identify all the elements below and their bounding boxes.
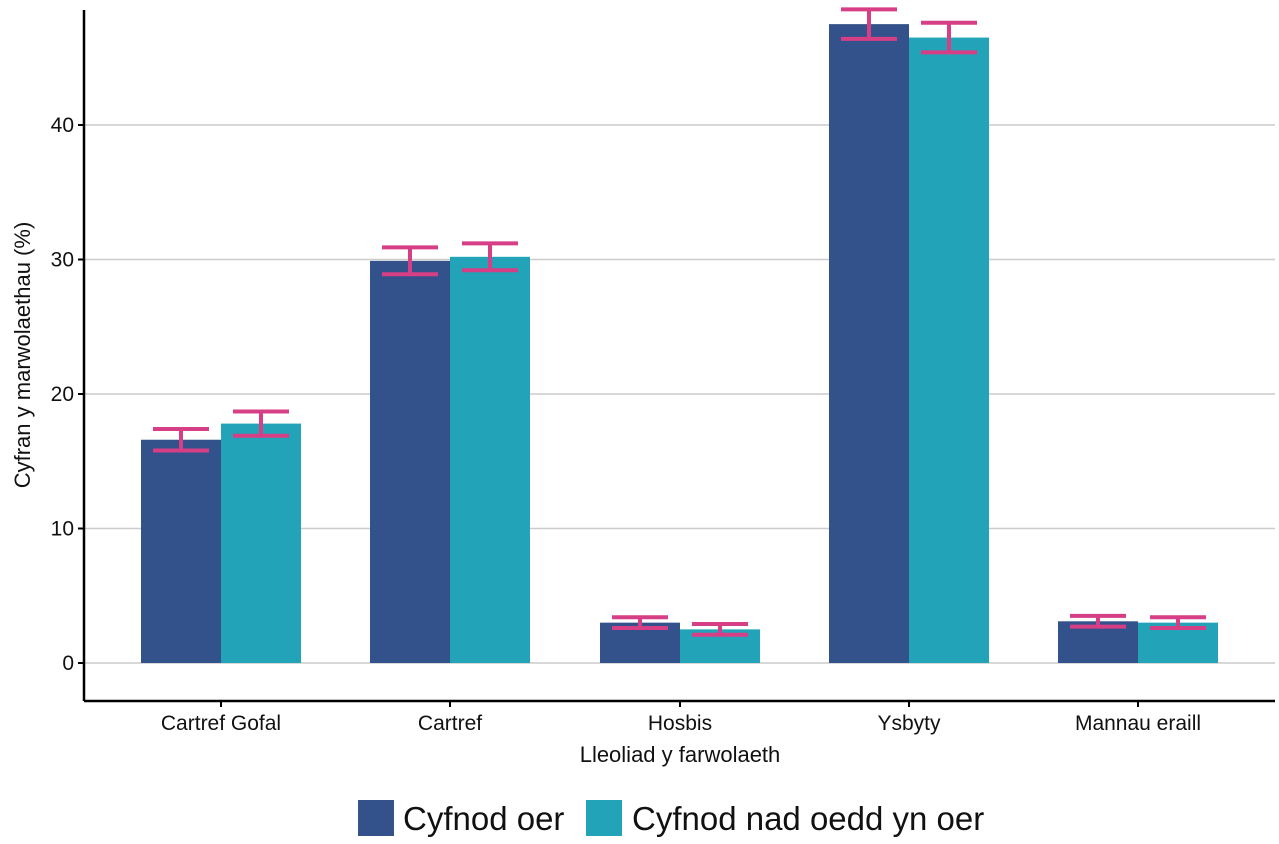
x-tick-label-3: Ysbyty	[877, 712, 941, 735]
bar-1-1	[450, 256, 530, 663]
error-bars	[153, 7, 1206, 637]
error-bar-1-4	[1150, 615, 1206, 631]
y-tick-label-10: 10	[51, 518, 74, 541]
legend-swatch-0	[358, 800, 394, 836]
x-tick-label-2: Hosbis	[648, 712, 712, 735]
error-bar-1-3	[921, 20, 977, 55]
y-tick-label-40: 40	[51, 114, 74, 137]
error-bar-0-1	[382, 245, 438, 277]
bar-1-3	[909, 37, 989, 663]
bar-0-1	[370, 260, 450, 663]
bar-1-0	[221, 423, 301, 663]
x-tick-label-4: Mannau eraill	[1075, 712, 1201, 735]
x-tick-label-1: Cartref	[418, 712, 482, 735]
y-tick-label-20: 20	[51, 383, 74, 406]
error-bar-0-2	[612, 615, 668, 631]
legend: Cyfnod oer Cyfnod nad oedd yn oer	[358, 800, 984, 837]
error-bar-1-1	[462, 241, 518, 273]
legend-label-1: Cyfnod nad oedd yn oer	[632, 800, 984, 837]
y-axis-title: Cyfran y marwolaethau (%)	[10, 222, 35, 489]
y-tick-label-0: 0	[62, 652, 74, 675]
error-bar-1-0	[233, 409, 289, 438]
error-bar-1-2	[692, 621, 748, 637]
error-bar-0-4	[1070, 613, 1126, 629]
bar-0-0	[141, 439, 221, 663]
bar-0-3	[829, 24, 909, 663]
x-axis-title: Lleoliad y farwolaeth	[580, 742, 781, 767]
x-tick-label-0: Cartref Gofal	[161, 712, 281, 735]
tick-labels: 0 10 20 30 40 Cartref Gofal Cartref Hosbis Ysbyt…	[51, 114, 1201, 735]
legend-swatch-1	[586, 800, 622, 836]
error-bar-0-3	[841, 7, 897, 41]
bars	[141, 24, 1218, 663]
legend-label-0: Cyfnod oer	[403, 800, 564, 837]
axes	[78, 10, 1275, 707]
error-bar-0-0	[153, 426, 209, 453]
y-tick-label-30: 30	[51, 249, 74, 272]
